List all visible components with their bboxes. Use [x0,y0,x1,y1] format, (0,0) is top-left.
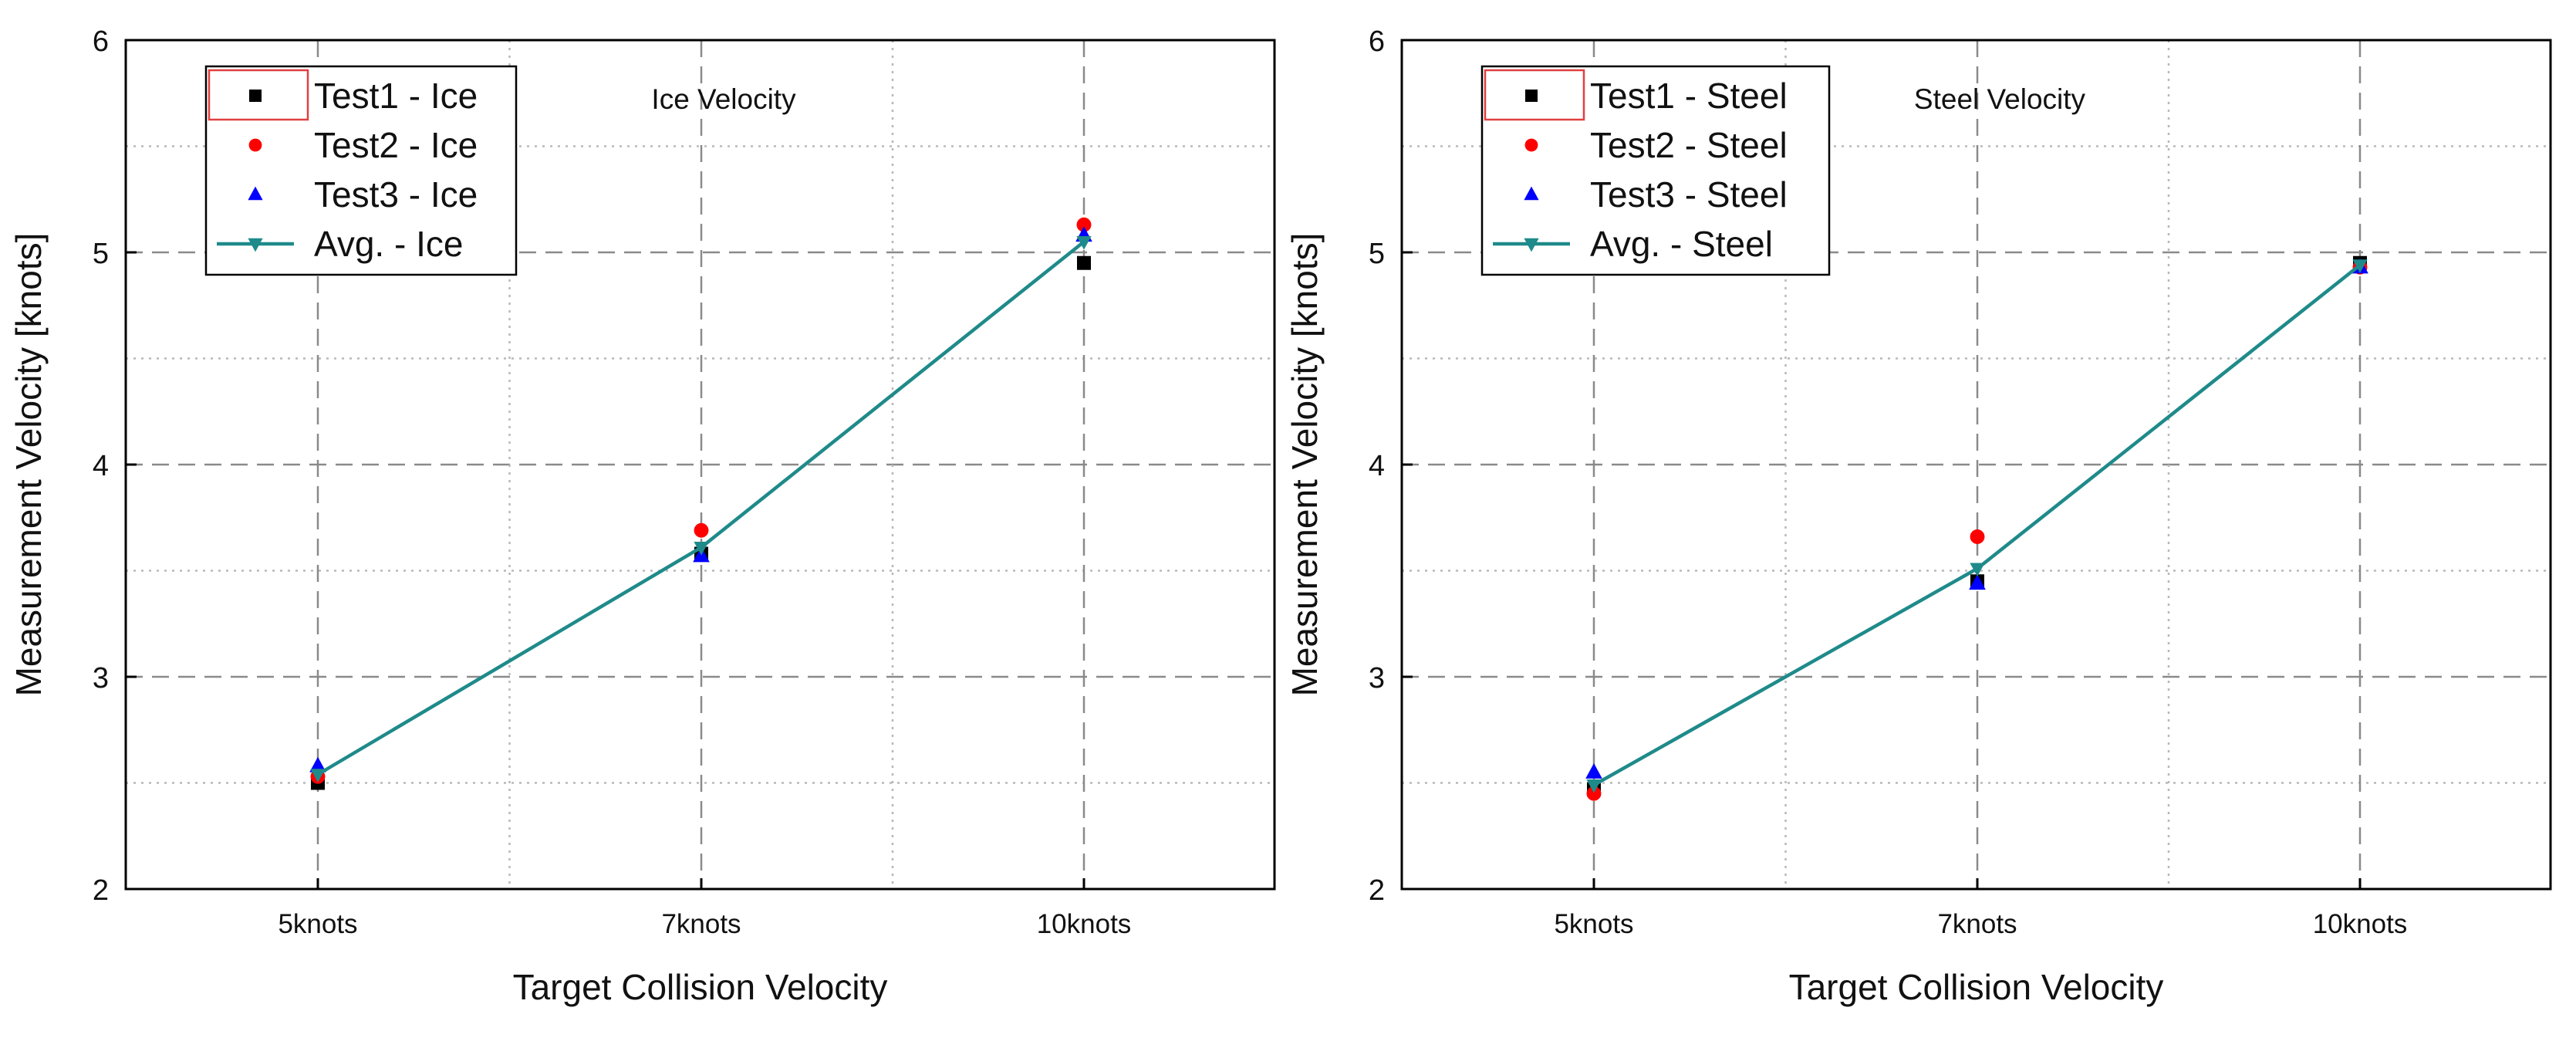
x-tick-label: 5knots [1554,909,1633,939]
y-tick-label: 6 [93,25,109,58]
legend-label: Test1 - Ice [314,76,478,116]
series-4 [310,236,1092,783]
y-axis-label: Measurement Velocity [knots] [8,233,49,697]
x-axis-label: Target Collision Velocity [513,967,888,1007]
y-tick-label: 5 [93,238,109,270]
data-point [2352,259,2368,273]
legend: Test1 - Steel Test2 - Steel Test3 - Steel A… [1480,65,1831,276]
legend-symbol [1524,186,1539,201]
legend-highlight [1484,69,1585,121]
legend-item: Avg. - Steel [1493,224,1773,264]
legend-symbol [248,186,263,201]
data-point [1585,763,1602,779]
legend-item: Test3 - Ice [248,174,478,215]
legend-symbol [249,90,262,102]
legend-label: Test1 - Steel [1590,76,1788,116]
legend-symbol [1524,238,1539,252]
legend-item: Test2 - Steel [1524,125,1788,165]
data-point [1586,779,1602,793]
data-point [694,522,709,538]
legend-item: Test1 - Steel [1484,69,1788,121]
legend-symbol [248,238,263,252]
data-point [1970,529,1985,544]
y-tick-label: 6 [1369,25,1385,58]
data-point [1586,786,1602,801]
data-point [1076,217,1092,232]
x-tick-label: 5knots [278,909,357,939]
legend-label: Test3 - Steel [1590,174,1788,215]
legend-box [1480,65,1831,276]
y-tick-label: 2 [93,874,109,907]
legend-label: Test3 - Ice [314,174,478,215]
y-tick-label: 3 [93,662,109,695]
x-tick-label: 10knots [2313,909,2408,939]
legend-item: Test2 - Ice [248,125,478,165]
data-point [310,769,326,783]
data-point [1077,255,1091,270]
legend-label: Test2 - Ice [314,125,478,165]
chart-1: 2 3 4 5 6 5knots 7knots 10knots Target Collision… [8,25,1276,1007]
legend-item: Avg. - Ice [217,224,463,264]
y-tick-label: 4 [1369,450,1385,482]
y-axis-label: Measurement Velocity [knots] [1285,233,1325,697]
chart-title: Ice Velocity [651,83,796,115]
data-point [694,542,709,556]
y-tick-label: 4 [93,450,109,482]
data-point [1970,563,1985,577]
legend-item: Test1 - Ice [208,69,478,121]
series-4 [1586,259,2368,793]
legend-label: Test2 - Steel [1590,125,1788,165]
legend-label: Avg. - Ice [314,224,463,264]
legend-highlight [208,69,309,121]
legend-symbol [1525,90,1538,102]
data-point [309,756,326,772]
y-tick-label: 2 [1369,874,1385,907]
y-tick-label: 5 [1369,238,1385,270]
chart-title: Steel Velocity [1914,83,2086,115]
data-point [1076,236,1092,250]
legend-symbol [248,138,262,152]
legend-item: Test3 - Steel [1524,174,1788,215]
data-point [1969,574,1986,590]
x-tick-label: 7knots [1937,909,2017,939]
legend-label: Avg. - Steel [1590,224,1773,264]
legend-symbol [1524,138,1538,152]
legend: Test1 - Ice Test2 - Ice Test3 - Ice Avg. - … [204,65,518,276]
x-axis-label: Target Collision Velocity [1789,967,2164,1007]
x-tick-label: 7knots [661,909,741,939]
y-tick-label: 3 [1369,662,1385,695]
x-tick-label: 10knots [1037,909,1132,939]
chart-2: 2 3 4 5 6 5knots 7knots 10knots Target Collision… [1285,25,2552,1007]
